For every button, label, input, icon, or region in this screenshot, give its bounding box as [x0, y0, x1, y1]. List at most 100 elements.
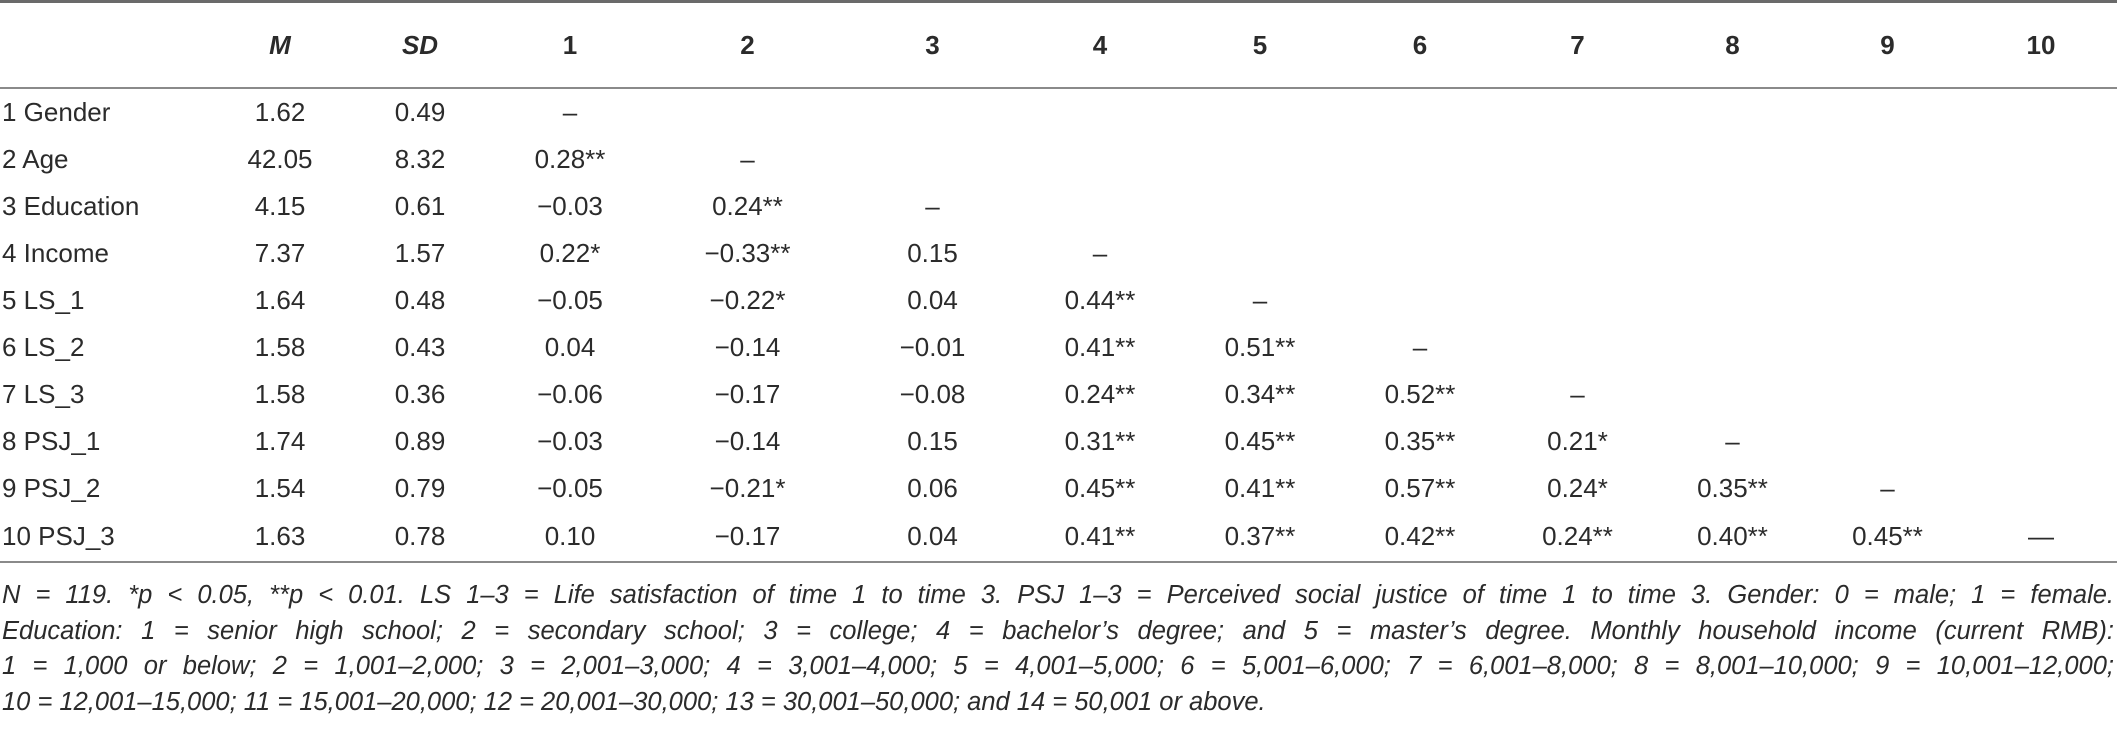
footnote-line: N = 119. *p < 0.05, **p < 0.01. LS 1–3 =…: [2, 581, 2114, 609]
table-cell: [1965, 371, 2117, 418]
header-cell-col-2: 2: [650, 0, 845, 89]
row-label: 4 Income: [2, 238, 109, 268]
row-label: 8 PSJ_1: [2, 426, 101, 456]
row-label: 1 Gender: [2, 97, 111, 127]
table-cell: [1965, 277, 2117, 324]
table-cell: [1340, 183, 1500, 230]
table-cell: 0.78: [350, 512, 490, 563]
table-cell: 1.58: [254, 379, 306, 409]
table-cell: [1180, 136, 1340, 183]
table-row: 9 PSJ_2 1.54 0.79 −0.05 −0.21* 0.06 0.45** 0.41…: [0, 465, 2117, 512]
table-cell: 0.36: [394, 379, 446, 409]
table-cell: [1500, 230, 1655, 277]
table-cell: 0.04: [907, 285, 958, 315]
table-row: 1 Gender 1.62 0.49 –: [0, 88, 2117, 136]
table-row: 6 LS_2 1.58 0.43 0.04 −0.14 −0.01 0.41** 0.51**…: [0, 324, 2117, 371]
table-cell: [1810, 277, 1965, 324]
table-body: 1 Gender 1.62 0.49–2 Age 42.05 8.32 0.28** –3 …: [0, 88, 2117, 563]
table-cell: 0.79: [394, 473, 446, 503]
table-cell: 0.31**: [1064, 426, 1136, 456]
table-cell: [1965, 183, 2117, 230]
table-cell: [845, 136, 1020, 183]
table-cell: [1180, 230, 1340, 277]
row-label: 7 LS_3: [2, 379, 85, 409]
table-cell: −0.21*: [709, 473, 786, 503]
table-cell: [1500, 277, 1655, 324]
table-cell: [1810, 136, 1965, 183]
table-cell: [1500, 88, 1655, 136]
table-cell: −0.14: [714, 332, 781, 362]
table-cell: 0.22*: [539, 238, 601, 268]
table-cell: 0.42**: [1340, 512, 1500, 563]
table-cell: [1965, 465, 2117, 512]
header-cell-col-6: 6: [1340, 0, 1500, 89]
row-label: 2 Age: [2, 144, 69, 174]
table-cell: –: [1725, 426, 1740, 456]
table-cell: 0.10: [490, 512, 650, 563]
row-label: 10 PSJ_3: [0, 512, 210, 563]
table-row: 2 Age 42.05 8.32 0.28** –: [0, 136, 2117, 183]
header-cell-col-8: 8: [1655, 0, 1810, 89]
table-cell: –: [1412, 332, 1428, 362]
row-label: 5 LS_1: [2, 285, 85, 315]
table-cell: 0.15: [907, 426, 958, 456]
table-cell: –: [1880, 473, 1895, 503]
row-label: 9 PSJ_2: [2, 473, 101, 503]
table-cell: [1020, 136, 1180, 183]
table-cell: 0.57**: [1384, 473, 1456, 503]
table-cell: –: [740, 144, 755, 174]
table-cell: [1810, 418, 1965, 465]
table-row: 7 LS_3 1.58 0.36 −0.06 −0.17 −0.08 0.24** 0.34*…: [0, 371, 2117, 418]
table-cell: −0.03: [537, 426, 603, 456]
table-cell: 7.37: [254, 238, 306, 268]
table-row: 8 PSJ_1 1.74 0.89 −0.03 −0.14 0.15 0.31** 0.45*…: [0, 418, 2117, 465]
table-cell: [1655, 183, 1810, 230]
table-cell: [1340, 230, 1500, 277]
table-cell: 0.61: [394, 191, 446, 221]
table-cell: [1810, 88, 1965, 136]
header-cell-col-5: 5: [1180, 0, 1340, 89]
table-cell: −0.01: [899, 332, 966, 362]
table-cell: [1500, 136, 1655, 183]
table-cell: [1655, 230, 1810, 277]
table-cell: 1.63: [210, 512, 350, 563]
table-cell: 0.35**: [1384, 426, 1456, 456]
table-cell: −0.05: [537, 285, 603, 315]
table-cell: [1180, 88, 1340, 136]
table-cell: −0.14: [714, 426, 781, 456]
table-cell: −0.17: [650, 512, 845, 563]
table-cell: 1.57: [394, 238, 446, 268]
header-cell-col-10: 10: [1965, 0, 2117, 89]
table-cell: [1810, 324, 1965, 371]
table-header: M SD 1 2 3 4 5 6 7 8 9 10: [0, 0, 2117, 89]
table-cell: 0.34**: [1224, 379, 1296, 409]
row-label: 6 LS_2: [2, 332, 85, 362]
table-cell: –: [1252, 285, 1268, 315]
table-cell: 8.32: [394, 144, 446, 174]
table-cell: [1810, 371, 1965, 418]
table-cell: [1810, 230, 1965, 277]
table-cell: —: [1965, 512, 2117, 563]
correlation-table: M SD 1 2 3 4 5 6 7 8 9 10 1 Gender 1.62 0.49 – 2 Age 42.…: [0, 0, 2117, 563]
table-cell: 1.64: [254, 285, 306, 315]
table-cell: 0.52**: [1384, 379, 1456, 409]
table-cell: −0.33**: [704, 238, 791, 268]
table-cell: −0.17: [714, 379, 781, 409]
table-cell: [1340, 88, 1500, 136]
table-cell: [1655, 88, 1810, 136]
table-row: 3 Education 4.15 0.61 −0.03 0.24** –: [0, 183, 2117, 230]
table-cell: 0.35**: [1697, 473, 1768, 503]
table-cell: 0.51**: [1224, 332, 1296, 362]
table-row: 10 PSJ_3 1.63 0.78 0.10 −0.17 0.04 0.41** 0.37*…: [0, 512, 2117, 563]
table-cell: −0.08: [899, 379, 966, 409]
table-cell: 0.28**: [534, 144, 606, 174]
header-cell-col-7: 7: [1500, 0, 1655, 89]
table-cell: 0.45**: [1810, 512, 1965, 563]
table-cell: [1655, 324, 1810, 371]
table-cell: –: [1092, 238, 1108, 268]
table-footnote: N = 119. *p < 0.05, **p < 0.01. LS 1–3 =…: [2, 578, 2114, 720]
table-cell: [1500, 183, 1655, 230]
table-cell: −0.03: [537, 191, 603, 221]
table-cell: [1810, 183, 1965, 230]
table-cell: 0.49: [394, 97, 446, 127]
